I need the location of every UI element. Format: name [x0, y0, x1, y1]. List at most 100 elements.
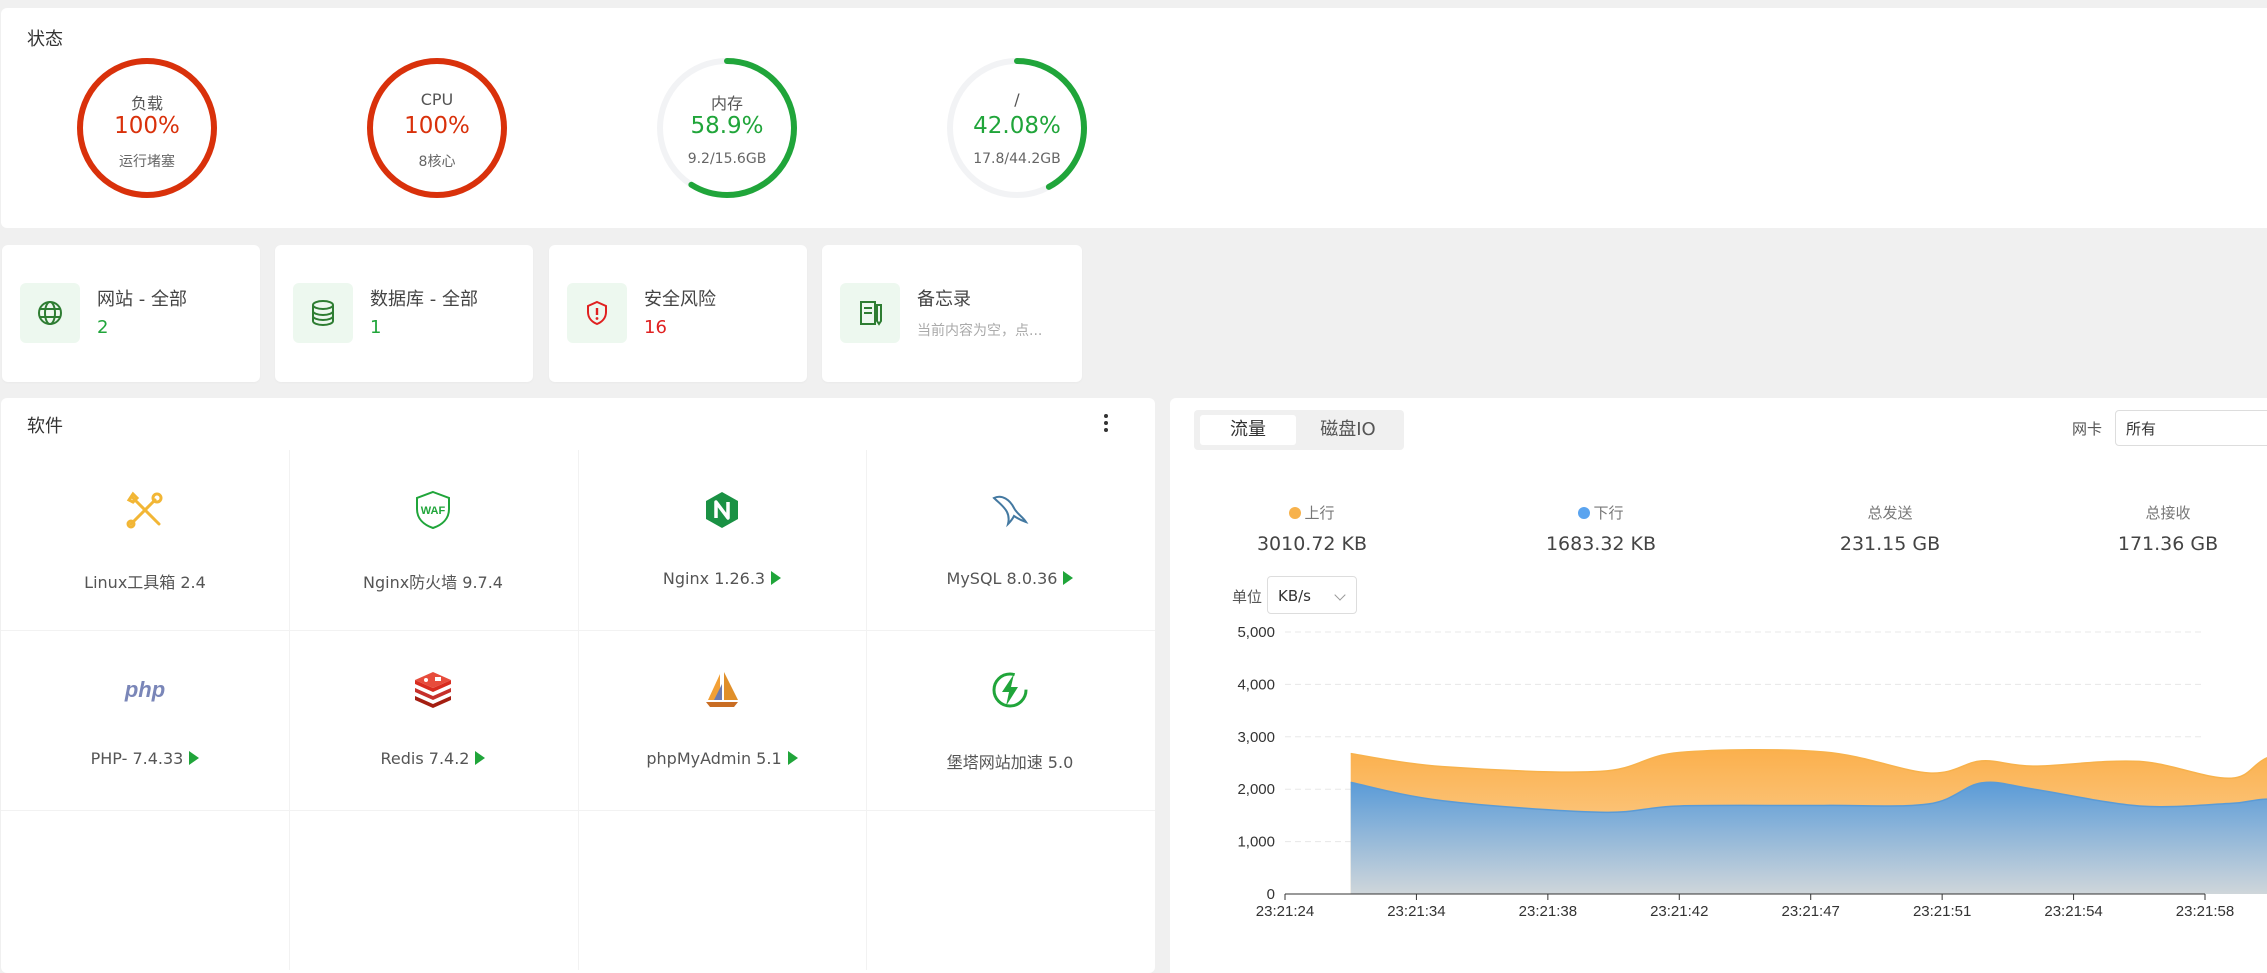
gauge-fill [77, 58, 217, 198]
more-options-icon[interactable] [1103, 414, 1109, 434]
total-received-value: 171.36 GB [2117, 533, 2219, 555]
gauge-fill [947, 58, 1087, 198]
download-value: 1683.32 KB [1545, 533, 1657, 555]
shield-alert-icon [567, 283, 627, 343]
play-icon[interactable] [787, 751, 798, 765]
lightning-icon [990, 670, 1030, 710]
software-item-linux-toolbox[interactable]: Linux工具箱 2.4 [1, 450, 289, 630]
gauge-fill [657, 58, 797, 198]
svg-text:WAF: WAF [421, 505, 446, 517]
download-legend-dot [1578, 507, 1591, 519]
gauge-label: 负载 [130, 94, 163, 113]
software-item-bt-accelerate[interactable]: 堡塔网站加速 5.0 [866, 630, 1154, 810]
memo-card[interactable]: 备忘录 当前内容为空，点... [822, 245, 1082, 382]
software-panel: 软件 Linux工具箱 2.4 WAF Nginx防火墙 9.7.4 Nginx… [1, 398, 1155, 973]
tab-traffic[interactable]: 流量 [1200, 415, 1296, 445]
unit-select[interactable]: KB/s [1267, 576, 1357, 614]
upload-legend-dot [1289, 507, 1302, 519]
y-tick-label: 0 [1267, 886, 1275, 903]
software-name: Linux工具箱 2.4 [84, 573, 206, 592]
y-tick-label: 4,000 [1237, 676, 1275, 693]
gauge-ring [657, 58, 797, 198]
globe-icon [20, 283, 80, 343]
waf-shield-icon: WAF [413, 490, 453, 530]
software-title: 软件 [27, 416, 63, 437]
gauge-value: 58.9% [690, 113, 764, 139]
upload-value: 3010.72 KB [1256, 533, 1368, 555]
traffic-tabs: 流量 磁盘IO [1194, 410, 1404, 450]
software-item-phpmyadmin[interactable]: phpMyAdmin 5.1 [578, 630, 866, 810]
gauge-0[interactable]: 负载 100% 运行堵塞 [74, 55, 220, 201]
software-grid: Linux工具箱 2.4 WAF Nginx防火墙 9.7.4 Nginx 1.… [1, 450, 1155, 970]
software-item-redis[interactable]: Redis 7.4.2 [289, 630, 577, 810]
gauge-ring [947, 58, 1087, 198]
y-tick-label: 1,000 [1237, 834, 1275, 851]
unit-label: 单位 [1232, 588, 1263, 606]
gauge-ring [77, 58, 217, 198]
database-count[interactable]: 1 [370, 317, 382, 338]
software-item-nginx[interactable]: Nginx 1.26.3 [578, 450, 866, 630]
gauge-2[interactable]: 内存 58.9% 9.2/15.6GB [654, 55, 800, 201]
total-sent-value: 231.15 GB [1839, 533, 1941, 555]
status-title: 状态 [27, 29, 63, 50]
gauge-3[interactable]: / 42.08% 17.8/44.2GB [944, 55, 1090, 201]
gauge-value: 100% [114, 113, 180, 139]
traffic-panel: 流量 磁盘IO 网卡 所有 上行 3010.72 KB 下行 1683.32 K… [1170, 398, 2267, 973]
y-tick-label: 2,000 [1237, 781, 1275, 798]
software-item-nginx-waf[interactable]: WAF Nginx防火墙 9.7.4 [289, 450, 577, 630]
x-tick-label: 23:21:47 [1782, 903, 1840, 920]
play-icon[interactable] [771, 571, 782, 585]
software-name: Redis 7.4.2 [289, 749, 577, 768]
stat-total-received: 总接收 171.36 GB [2077, 502, 2259, 555]
mysql-dolphin-icon [990, 490, 1030, 530]
gauge-fill [367, 58, 507, 198]
stat-upload: 上行 3010.72 KB [1212, 502, 1412, 555]
php-icon: php [115, 670, 175, 710]
database-card-label: 数据库 - 全部 [370, 289, 478, 310]
gauge-label: CPU [420, 90, 454, 109]
x-tick-label: 23:21:38 [1519, 903, 1577, 920]
security-card-label: 安全风险 [644, 289, 716, 310]
x-tick-label: 23:21:24 [1256, 903, 1314, 920]
play-icon[interactable] [475, 751, 486, 765]
nginx-icon [702, 490, 742, 530]
series-upload-line [1350, 748, 2267, 779]
series-download-area [1350, 782, 2267, 894]
tab-disk-io[interactable]: 磁盘IO [1320, 419, 1376, 440]
gauge-sub: 17.8/44.2GB [973, 151, 1061, 167]
nic-label: 网卡 [2072, 420, 2103, 438]
x-tick-label: 23:21:58 [2176, 903, 2234, 920]
x-tick-label: 23:21:51 [1913, 903, 1971, 920]
memo-card-label: 备忘录 [917, 289, 971, 310]
nic-select[interactable]: 所有 [2115, 410, 2267, 446]
play-icon[interactable] [189, 751, 200, 765]
gauge-sub: 9.2/15.6GB [687, 151, 767, 167]
database-card[interactable]: 数据库 - 全部 1 [275, 245, 533, 382]
x-tick-label: 23:21:34 [1387, 903, 1445, 920]
software-item-php[interactable]: php PHP- 7.4.33 [1, 630, 289, 810]
database-icon [293, 283, 353, 343]
svg-text:php: php [124, 677, 165, 702]
gauge-1[interactable]: CPU 100% 8核心 [364, 55, 510, 201]
redis-icon [413, 670, 453, 710]
gauge-sub: 8核心 [418, 154, 456, 170]
security-card[interactable]: 安全风险 16 [549, 245, 807, 382]
gauge-sub: 运行堵塞 [119, 154, 175, 170]
website-card[interactable]: 网站 - 全部 2 [2, 245, 260, 382]
software-name: Nginx 1.26.3 [578, 569, 866, 588]
website-count[interactable]: 2 [97, 317, 109, 338]
y-tick-label: 5,000 [1237, 624, 1275, 641]
software-name: MySQL 8.0.36 [866, 569, 1154, 588]
stat-total-sent: 总发送 231.15 GB [1790, 502, 1990, 555]
x-tick-label: 23:21:42 [1650, 903, 1708, 920]
gauge-label: / [1014, 90, 1020, 109]
memo-preview: 当前内容为空，点... [917, 323, 1043, 339]
y-tick-label: 3,000 [1237, 729, 1275, 746]
play-icon[interactable] [1063, 571, 1074, 585]
phpmyadmin-sailboat-icon [702, 670, 742, 710]
software-name: PHP- 7.4.33 [1, 749, 289, 768]
gauge-value: 100% [404, 113, 470, 139]
status-panel: 状态 [1, 8, 2267, 228]
security-count[interactable]: 16 [644, 317, 667, 338]
software-item-mysql[interactable]: MySQL 8.0.36 [866, 450, 1154, 630]
